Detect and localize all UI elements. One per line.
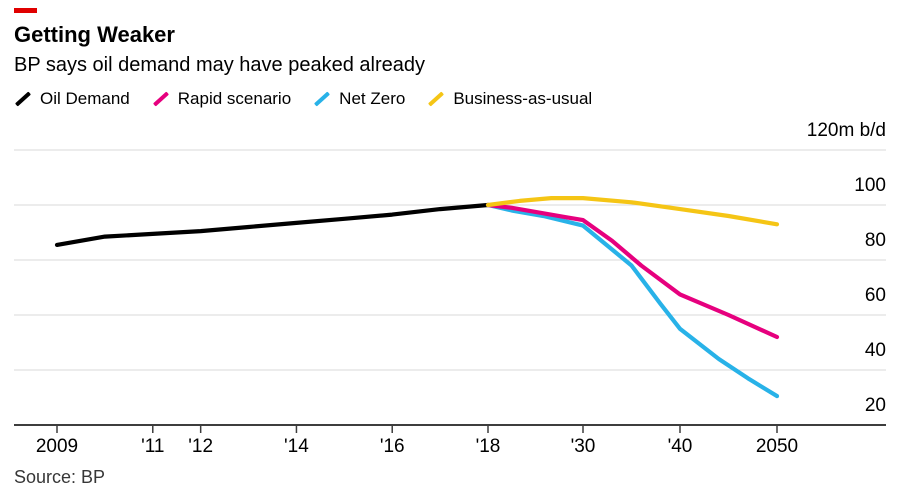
x-axis-label: '16 xyxy=(379,436,405,457)
y-axis-label: 100 xyxy=(854,175,886,196)
x-axis-label: '12 xyxy=(188,436,214,457)
legend-item-rapid-scenario: Rapid scenario xyxy=(152,89,291,109)
x-axis-label: 2009 xyxy=(35,436,79,457)
x-axis-label: '40 xyxy=(667,436,693,457)
x-axis-label: 2050 xyxy=(755,436,799,457)
y-axis-label: 120m b/d xyxy=(806,120,886,141)
legend-label: Rapid scenario xyxy=(177,89,292,108)
y-axis-label: 80 xyxy=(864,230,886,251)
chart-subtitle: BP says oil demand may have peaked alrea… xyxy=(14,54,425,76)
accent-dash xyxy=(14,8,37,13)
source-note: Source: BP xyxy=(14,467,106,487)
x-axis-label: '18 xyxy=(475,436,501,457)
series-line-rapid-scenario xyxy=(485,202,780,340)
legend-item-net-zero: Net Zero xyxy=(313,89,405,109)
y-axis-label: 40 xyxy=(864,340,886,361)
chart-title: Getting Weaker xyxy=(14,22,175,47)
legend-label: Business-as-usual xyxy=(453,89,593,108)
y-axis-label: 20 xyxy=(864,395,886,416)
legend-item-oil-demand: Oil Demand xyxy=(14,89,130,109)
series-line-net-zero xyxy=(485,202,780,399)
x-axis-label: '11 xyxy=(141,436,165,457)
x-axis-label: '30 xyxy=(570,436,596,457)
series-line-business-as-usual xyxy=(485,196,780,227)
x-axis-label: '14 xyxy=(284,436,309,457)
legend-item-business-as-usual: Business-as-usual xyxy=(427,89,592,109)
legend-label: Oil Demand xyxy=(40,89,130,108)
legend: Oil Demand Rapid scenario Net Zero Busin… xyxy=(14,87,592,111)
y-axis-label: 60 xyxy=(864,285,886,306)
series-line-oil-demand xyxy=(54,202,491,247)
legend-label: Net Zero xyxy=(339,89,406,108)
